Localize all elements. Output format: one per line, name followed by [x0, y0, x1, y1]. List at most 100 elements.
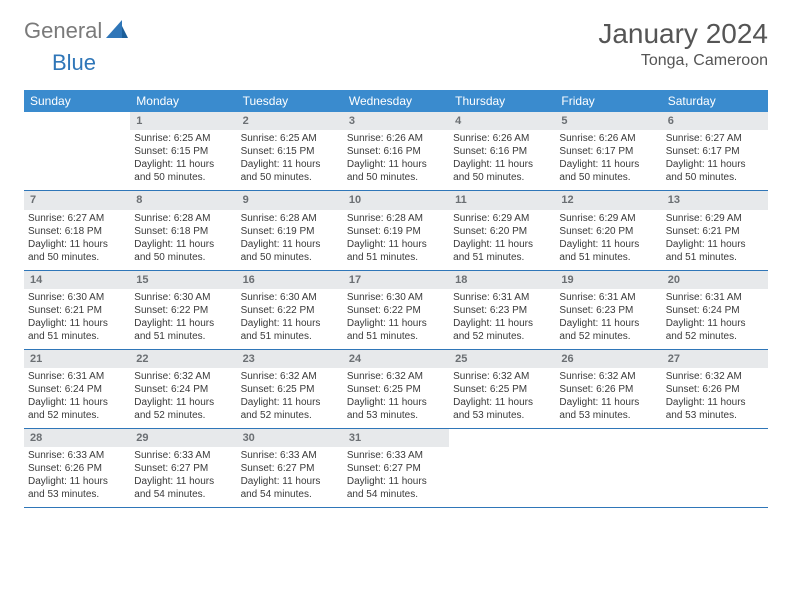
day-content: Sunrise: 6:33 AMSunset: 6:27 PMDaylight:… [130, 447, 236, 507]
sunrise-text: Sunrise: 6:29 AM [453, 212, 551, 225]
sunrise-text: Sunrise: 6:25 AM [241, 132, 339, 145]
day-number: 16 [237, 271, 343, 289]
day-header-sun: Sunday [24, 90, 130, 112]
sunset-text: Sunset: 6:27 PM [241, 462, 339, 475]
sunset-text: Sunset: 6:16 PM [453, 145, 551, 158]
sunset-text: Sunset: 6:15 PM [134, 145, 232, 158]
day-cell: 28Sunrise: 6:33 AMSunset: 6:26 PMDayligh… [24, 429, 130, 507]
day-number: 5 [555, 112, 661, 130]
day-content: Sunrise: 6:32 AMSunset: 6:25 PMDaylight:… [449, 368, 555, 428]
day-number: 17 [343, 271, 449, 289]
daylight-text: Daylight: 11 hours and 53 minutes. [666, 396, 764, 422]
sunrise-text: Sunrise: 6:25 AM [134, 132, 232, 145]
day-content: Sunrise: 6:30 AMSunset: 6:21 PMDaylight:… [24, 289, 130, 349]
daylight-text: Daylight: 11 hours and 50 minutes. [347, 158, 445, 184]
day-number: 21 [24, 350, 130, 368]
day-content: Sunrise: 6:26 AMSunset: 6:16 PMDaylight:… [343, 130, 449, 190]
day-cell: 20Sunrise: 6:31 AMSunset: 6:24 PMDayligh… [662, 271, 768, 349]
day-content: Sunrise: 6:28 AMSunset: 6:19 PMDaylight:… [343, 210, 449, 270]
day-header-mon: Monday [130, 90, 236, 112]
sunrise-text: Sunrise: 6:33 AM [347, 449, 445, 462]
day-content: Sunrise: 6:29 AMSunset: 6:20 PMDaylight:… [449, 210, 555, 270]
sunrise-text: Sunrise: 6:32 AM [453, 370, 551, 383]
sunrise-text: Sunrise: 6:32 AM [666, 370, 764, 383]
day-number: 2 [237, 112, 343, 130]
sunrise-text: Sunrise: 6:32 AM [559, 370, 657, 383]
day-cell: 9Sunrise: 6:28 AMSunset: 6:19 PMDaylight… [237, 191, 343, 269]
daylight-text: Daylight: 11 hours and 50 minutes. [666, 158, 764, 184]
day-cell: 27 Sunrise: 6:32 AMSunset: 6:26 PMDayligh… [662, 350, 768, 428]
day-cell: 31Sunrise: 6:33 AMSunset: 6:27 PMDayligh… [343, 429, 449, 507]
day-content: Sunrise: 6:29 AMSunset: 6:21 PMDaylight:… [662, 210, 768, 270]
sunrise-text: Sunrise: 6:32 AM [347, 370, 445, 383]
day-cell: 22Sunrise: 6:32 AMSunset: 6:24 PMDayligh… [130, 350, 236, 428]
day-number: 30 [237, 429, 343, 447]
day-number [449, 429, 555, 447]
sunset-text: Sunset: 6:26 PM [666, 383, 764, 396]
sunset-text: Sunset: 6:25 PM [241, 383, 339, 396]
day-number: 27 [662, 350, 768, 368]
daylight-text: Daylight: 11 hours and 50 minutes. [134, 158, 232, 184]
sunset-text: Sunset: 6:21 PM [666, 225, 764, 238]
title-block: January 2024 Tonga, Cameroon [598, 18, 768, 70]
day-content: Sunrise: 6:31 AMSunset: 6:24 PMDaylight:… [24, 368, 130, 428]
daylight-text: Daylight: 11 hours and 50 minutes. [134, 238, 232, 264]
day-content: Sunrise: 6:31 AMSunset: 6:23 PMDaylight:… [449, 289, 555, 349]
daylight-text: Daylight: 11 hours and 51 minutes. [559, 238, 657, 264]
day-content: Sunrise: 6:32 AMSunset: 6:26 PMDaylight:… [555, 368, 661, 428]
day-cell: 10Sunrise: 6:28 AMSunset: 6:19 PMDayligh… [343, 191, 449, 269]
daylight-text: Daylight: 11 hours and 50 minutes. [241, 238, 339, 264]
daylight-text: Daylight: 11 hours and 51 minutes. [134, 317, 232, 343]
day-content: Sunrise: 6:25 AMSunset: 6:15 PMDaylight:… [237, 130, 343, 190]
day-cell: 8Sunrise: 6:28 AMSunset: 6:18 PMDaylight… [130, 191, 236, 269]
sunrise-text: Sunrise: 6:31 AM [28, 370, 126, 383]
daylight-text: Daylight: 11 hours and 53 minutes. [453, 396, 551, 422]
day-cell: 16Sunrise: 6:30 AMSunset: 6:22 PMDayligh… [237, 271, 343, 349]
day-cell: 14Sunrise: 6:30 AMSunset: 6:21 PMDayligh… [24, 271, 130, 349]
day-number: 29 [130, 429, 236, 447]
day-number: 26 [555, 350, 661, 368]
day-content: Sunrise: 6:31 AMSunset: 6:24 PMDaylight:… [662, 289, 768, 349]
sunset-text: Sunset: 6:24 PM [666, 304, 764, 317]
day-cell: 19Sunrise: 6:31 AMSunset: 6:23 PMDayligh… [555, 271, 661, 349]
daylight-text: Daylight: 11 hours and 50 minutes. [453, 158, 551, 184]
sunrise-text: Sunrise: 6:31 AM [666, 291, 764, 304]
sunrise-text: Sunrise: 6:31 AM [559, 291, 657, 304]
calendar: Sunday Monday Tuesday Wednesday Thursday… [24, 90, 768, 508]
logo-triangle-icon [106, 20, 128, 43]
daylight-text: Daylight: 11 hours and 51 minutes. [666, 238, 764, 264]
day-cell: 25Sunrise: 6:32 AMSunset: 6:25 PMDayligh… [449, 350, 555, 428]
day-content: Sunrise: 6:33 AMSunset: 6:27 PMDaylight:… [343, 447, 449, 507]
day-number: 18 [449, 271, 555, 289]
sunrise-text: Sunrise: 6:26 AM [559, 132, 657, 145]
day-content: Sunrise: 6:28 AMSunset: 6:18 PMDaylight:… [130, 210, 236, 270]
sunrise-text: Sunrise: 6:30 AM [241, 291, 339, 304]
day-number: 14 [24, 271, 130, 289]
sunrise-text: Sunrise: 6:28 AM [241, 212, 339, 225]
daylight-text: Daylight: 11 hours and 51 minutes. [453, 238, 551, 264]
daylight-text: Daylight: 11 hours and 52 minutes. [453, 317, 551, 343]
day-cell: 3Sunrise: 6:26 AMSunset: 6:16 PMDaylight… [343, 112, 449, 190]
week-row: 7Sunrise: 6:27 AMSunset: 6:18 PMDaylight… [24, 191, 768, 270]
day-cell: 30Sunrise: 6:33 AMSunset: 6:27 PMDayligh… [237, 429, 343, 507]
day-cell: 24Sunrise: 6:32 AMSunset: 6:25 PMDayligh… [343, 350, 449, 428]
day-content: Sunrise: 6:29 AMSunset: 6:20 PMDaylight:… [555, 210, 661, 270]
day-cell: 6Sunrise: 6:27 AMSunset: 6:17 PMDaylight… [662, 112, 768, 190]
weeks-container: 1Sunrise: 6:25 AMSunset: 6:15 PMDaylight… [24, 112, 768, 508]
sunrise-text: Sunrise: 6:32 AM [134, 370, 232, 383]
day-cell: 4Sunrise: 6:26 AMSunset: 6:16 PMDaylight… [449, 112, 555, 190]
day-number: 6 [662, 112, 768, 130]
day-header-tue: Tuesday [237, 90, 343, 112]
sunset-text: Sunset: 6:27 PM [134, 462, 232, 475]
day-cell [555, 429, 661, 507]
day-number: 13 [662, 191, 768, 209]
week-row: 14Sunrise: 6:30 AMSunset: 6:21 PMDayligh… [24, 271, 768, 350]
sunrise-text: Sunrise: 6:26 AM [453, 132, 551, 145]
daylight-text: Daylight: 11 hours and 52 minutes. [241, 396, 339, 422]
daylight-text: Daylight: 11 hours and 50 minutes. [559, 158, 657, 184]
day-cell: 7Sunrise: 6:27 AMSunset: 6:18 PMDaylight… [24, 191, 130, 269]
day-number: 1 [130, 112, 236, 130]
sunset-text: Sunset: 6:26 PM [28, 462, 126, 475]
sunrise-text: Sunrise: 6:27 AM [28, 212, 126, 225]
daylight-text: Daylight: 11 hours and 54 minutes. [134, 475, 232, 501]
